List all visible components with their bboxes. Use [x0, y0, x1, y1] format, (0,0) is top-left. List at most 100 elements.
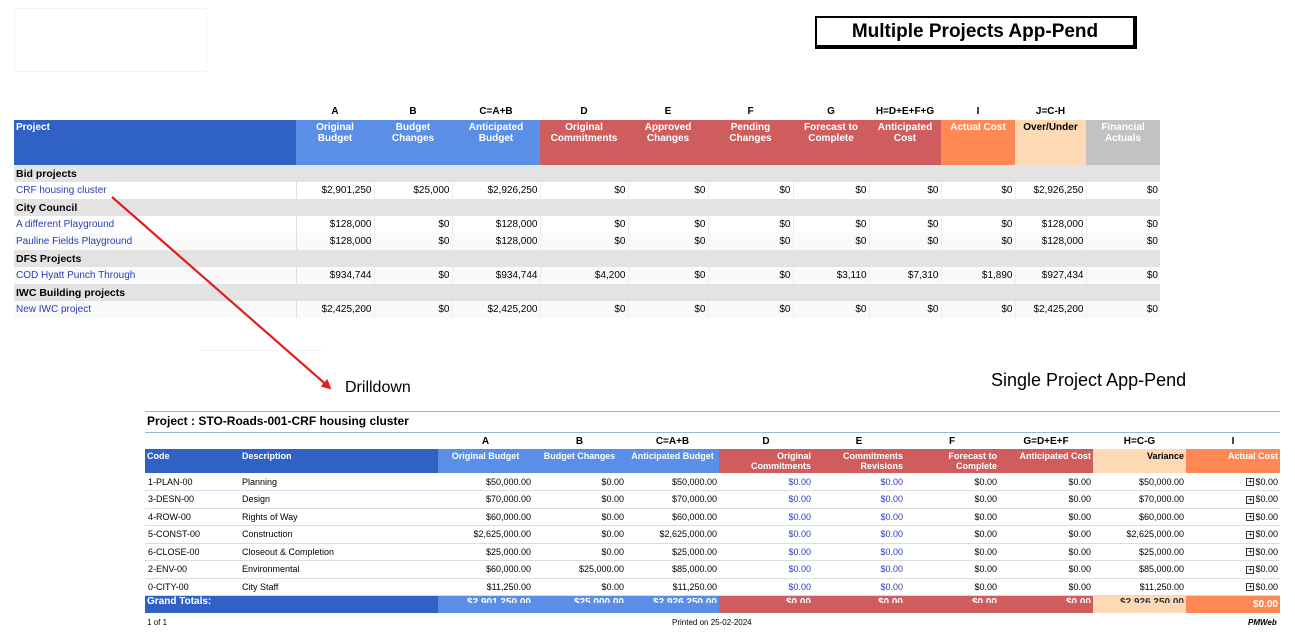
actual-cost-cell[interactable]: + $0.00 — [1186, 508, 1280, 526]
column-header[interactable]: Project — [14, 120, 296, 165]
grand-total-cell: $2,926,250.00 — [626, 595, 719, 613]
group-header-cell — [374, 165, 452, 182]
column-header[interactable]: Original Budget — [296, 120, 374, 165]
expand-plus-icon[interactable]: + — [1246, 494, 1255, 504]
column-header[interactable]: Budget Changes — [533, 449, 626, 473]
value-cell: $0.00 — [533, 525, 626, 544]
cost-code-row: 4-ROW-00 Rights of Way $60,000.00 $0.00 $60,… — [145, 508, 1280, 526]
column-header[interactable]: Forecast to Complete — [905, 449, 999, 473]
column-header[interactable]: Approved Changes — [628, 120, 708, 165]
value-cell: $0 — [628, 267, 709, 284]
value-cell: $0.00 — [533, 543, 626, 561]
value-cell: $0 — [941, 233, 1016, 250]
commitment-link[interactable]: $0.00 — [719, 525, 813, 544]
expand-plus-icon[interactable]: + — [1246, 564, 1255, 574]
group-header-cell — [628, 250, 708, 267]
column-header[interactable]: Original Commitments — [540, 120, 628, 165]
group-header-cell — [793, 165, 869, 182]
value-cell: $128,000 — [1015, 216, 1087, 233]
column-header[interactable]: Variance — [1093, 449, 1186, 473]
project-link[interactable]: COD Hyatt Punch Through — [14, 267, 297, 284]
value-cell: $0.00 — [999, 490, 1093, 509]
expand-plus-icon[interactable]: + — [1246, 582, 1255, 592]
group-header-cell — [1086, 199, 1160, 216]
value-cell: $11,250.00 — [1093, 578, 1186, 596]
group-header: Bid projects — [14, 165, 296, 182]
commitment-link[interactable]: $0.00 — [813, 490, 905, 509]
project-link[interactable]: New IWC project — [14, 301, 297, 318]
group-header-cell — [628, 284, 708, 301]
value-cell: $0.00 — [905, 490, 999, 509]
actual-cost-cell[interactable]: + $0.00 — [1186, 490, 1280, 509]
commitment-link[interactable]: $0.00 — [719, 490, 813, 509]
group-header-cell — [869, 250, 941, 267]
column-header[interactable]: Original Budget — [438, 449, 533, 473]
value-cell: $0 — [374, 267, 453, 284]
group-header-cell — [941, 165, 1015, 182]
column-header[interactable]: Financial Actuals — [1086, 120, 1160, 165]
project-link[interactable]: Pauline Fields Playground — [14, 233, 297, 250]
column-header[interactable]: Description — [240, 449, 438, 473]
column-header[interactable]: Original Commitments — [719, 449, 813, 473]
cost-code-row: 2-ENV-00 Environmental $60,000.00 $25,000.0… — [145, 560, 1280, 579]
commitment-link[interactable]: $0.00 — [813, 473, 905, 491]
column-header[interactable]: Anticipated Budget — [626, 449, 719, 473]
actual-cost-cell[interactable]: + $0.00 — [1186, 525, 1280, 544]
value-cell: $2,425,200 — [296, 301, 375, 318]
column-header[interactable]: Anticipated Cost — [869, 120, 941, 165]
expand-plus-icon[interactable]: + — [1246, 547, 1255, 557]
column-header[interactable]: Pending Changes — [708, 120, 793, 165]
column-formula-label: C=A+B — [655, 436, 690, 447]
value-cell: $25,000.00 — [1093, 543, 1186, 561]
brand-label: PMWeb — [1248, 618, 1277, 627]
commitment-link[interactable]: $0.00 — [719, 560, 813, 579]
column-header[interactable]: Code — [145, 449, 240, 473]
grand-total-value: $0.00 — [1065, 597, 1091, 603]
project-link[interactable]: A different Playground — [14, 216, 297, 233]
column-formula-label — [145, 434, 240, 449]
grand-total-cell: $0.00 — [813, 595, 905, 613]
expand-plus-icon[interactable]: + — [1246, 529, 1255, 539]
column-formula-label: A — [331, 106, 339, 117]
commitment-link[interactable]: $0.00 — [813, 508, 905, 526]
value-cell: $0.00 — [533, 473, 626, 491]
commitment-link[interactable]: $0.00 — [813, 543, 905, 561]
value-cell: $7,310 — [869, 267, 942, 284]
commitment-link[interactable]: $0.00 — [719, 473, 813, 491]
column-header[interactable]: Budget Changes — [374, 120, 452, 165]
column-header[interactable]: Anticipated Budget — [452, 120, 540, 165]
group-header-cell — [540, 165, 628, 182]
column-header[interactable]: Anticipated Cost — [999, 449, 1093, 473]
actual-cost-cell[interactable]: + $0.00 — [1186, 578, 1280, 596]
commitment-link[interactable]: $0.00 — [813, 525, 905, 544]
column-header[interactable]: Forecast to Complete — [793, 120, 869, 165]
expand-plus-icon[interactable]: + — [1246, 477, 1255, 487]
commitment-link[interactable]: $0.00 — [813, 560, 905, 579]
grand-total-cell: $25,000.00 — [533, 595, 626, 613]
cost-code: 2-ENV-00 — [145, 560, 240, 579]
column-formula-label: H=C-G — [1123, 436, 1156, 447]
group-header: City Council — [14, 199, 296, 216]
actual-cost-cell[interactable]: + $0.00 — [1186, 473, 1280, 491]
cost-description: Rights of Way — [240, 508, 438, 526]
actual-cost-cell[interactable]: + $0.00 — [1186, 560, 1280, 579]
commitment-link[interactable]: $0.00 — [719, 508, 813, 526]
value-cell: $0.00 — [533, 490, 626, 509]
project-link[interactable]: CRF housing cluster — [14, 182, 297, 199]
actual-cost-cell[interactable]: + $0.00 — [1186, 543, 1280, 561]
commitment-link[interactable]: $0.00 — [719, 578, 813, 596]
column-header[interactable]: Actual Cost — [941, 120, 1015, 165]
value-cell: $3,110 — [793, 267, 870, 284]
column-formula-label: D — [762, 436, 770, 447]
column-formula-label: A — [481, 436, 490, 447]
column-header[interactable]: Commitments Revisions — [813, 449, 905, 473]
expand-plus-icon[interactable]: + — [1246, 512, 1255, 522]
value-cell: $0 — [540, 182, 629, 199]
commitment-link[interactable]: $0.00 — [719, 543, 813, 561]
commitment-link[interactable]: $0.00 — [813, 578, 905, 596]
column-formula-label: E — [664, 106, 672, 117]
column-header[interactable]: Over/Under — [1015, 120, 1086, 165]
column-header[interactable]: Actual Cost — [1186, 449, 1280, 473]
grand-total-cell: $2,901,250.00 — [438, 595, 533, 613]
value-cell: $934,744 — [296, 267, 375, 284]
